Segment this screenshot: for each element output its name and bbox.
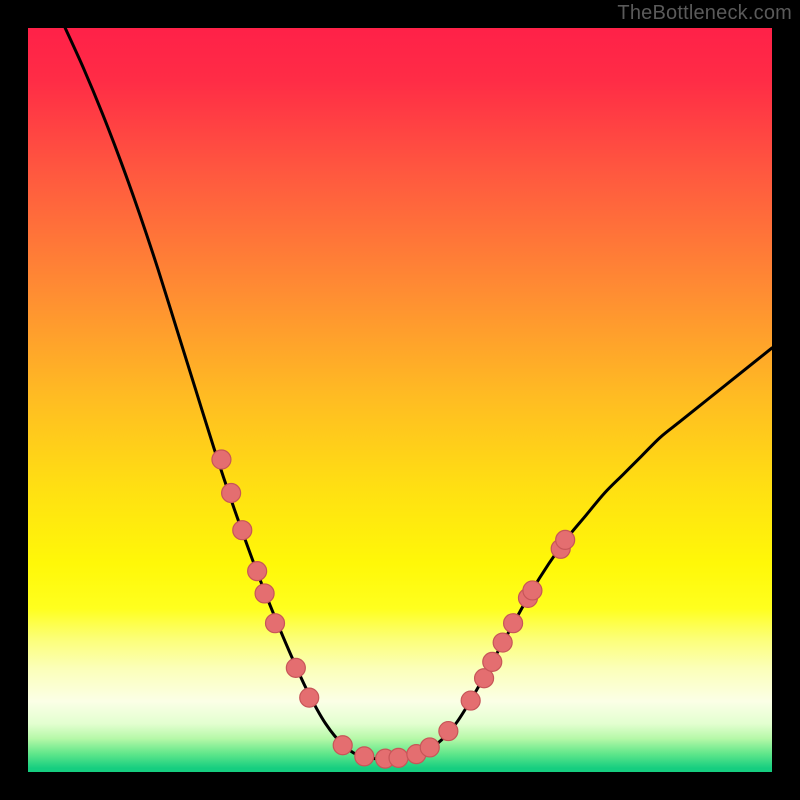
scatter-point	[461, 691, 480, 710]
scatter-point	[300, 688, 319, 707]
scatter-point	[266, 614, 285, 633]
watermark-text: TheBottleneck.com	[617, 2, 792, 25]
scatter-point	[493, 633, 512, 652]
bottleneck-chart	[0, 0, 800, 800]
scatter-point	[255, 584, 274, 603]
chart-background	[28, 28, 772, 772]
scatter-point	[248, 562, 267, 581]
scatter-point	[286, 658, 305, 677]
scatter-point	[523, 581, 542, 600]
scatter-point	[483, 652, 502, 671]
scatter-point	[389, 748, 408, 767]
scatter-point	[233, 521, 252, 540]
scatter-point	[556, 530, 575, 549]
scatter-point	[504, 614, 523, 633]
scatter-point	[355, 747, 374, 766]
scatter-point	[222, 484, 241, 503]
scatter-point	[439, 722, 458, 741]
scatter-point	[212, 450, 231, 469]
scatter-point	[420, 738, 439, 757]
scatter-point	[333, 736, 352, 755]
